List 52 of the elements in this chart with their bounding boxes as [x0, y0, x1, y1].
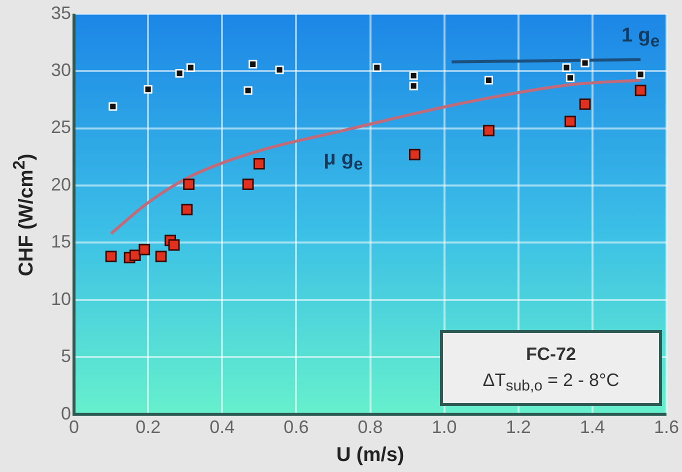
- series-label: μ g$_{e}$: [324, 147, 363, 174]
- point: [105, 250, 117, 262]
- point: [138, 244, 150, 256]
- point: [186, 63, 195, 72]
- x-tick-label: 0.8: [358, 417, 383, 438]
- note-box: FC-72 ΔT$_{sub,o}$ = 2 - 8°C: [440, 330, 662, 406]
- y-tick-label: 10: [50, 288, 72, 309]
- y-tick-label: 20: [50, 174, 72, 194]
- point: [242, 178, 254, 190]
- point: [155, 250, 167, 262]
- y-tick-label: 15: [50, 232, 72, 252]
- point: [248, 60, 258, 68]
- point: [564, 116, 576, 128]
- point: [408, 148, 420, 160]
- y-tick-label: 25: [50, 117, 72, 138]
- point: [275, 66, 284, 74]
- point: [580, 58, 590, 68]
- point: [566, 74, 574, 82]
- point: [144, 85, 152, 94]
- x-tick-label: 1.6: [654, 417, 680, 438]
- x-tick-label: 1.2: [506, 417, 531, 438]
- annotation: FC-72: [524, 343, 577, 366]
- point: [409, 71, 418, 80]
- point: [244, 86, 252, 95]
- point: [181, 204, 193, 216]
- point: [372, 63, 382, 72]
- point: [634, 84, 646, 96]
- point: [108, 102, 118, 111]
- y-tick-label: 5: [61, 346, 72, 366]
- point: [636, 70, 645, 79]
- y-tick-label: 30: [50, 60, 72, 80]
- x-tick-label: 0.2: [136, 417, 161, 438]
- x-tick-label: 1.4: [580, 417, 605, 438]
- y-tick-label: 0: [61, 403, 72, 424]
- point: [168, 239, 180, 251]
- x-tick-label: 0.6: [284, 417, 309, 438]
- point: [183, 178, 195, 190]
- point: [562, 63, 571, 72]
- point: [579, 98, 591, 110]
- point: [483, 124, 494, 136]
- x-tick-label: 1.0: [432, 417, 457, 438]
- x-tick-label: 0.4: [210, 417, 235, 438]
- point: [484, 76, 494, 84]
- point: [129, 250, 141, 262]
- series-label: 1 g$_{e}$: [621, 24, 660, 52]
- x-axis-title: U (m/s): [336, 444, 404, 467]
- y-tick-label: 35: [50, 2, 72, 23]
- line-series: [110, 78, 642, 236]
- point: [175, 69, 184, 78]
- point: [253, 158, 265, 170]
- point: [409, 82, 418, 90]
- annotation: ΔT$_{sub,o}$ = 2 - 8°C: [482, 369, 620, 397]
